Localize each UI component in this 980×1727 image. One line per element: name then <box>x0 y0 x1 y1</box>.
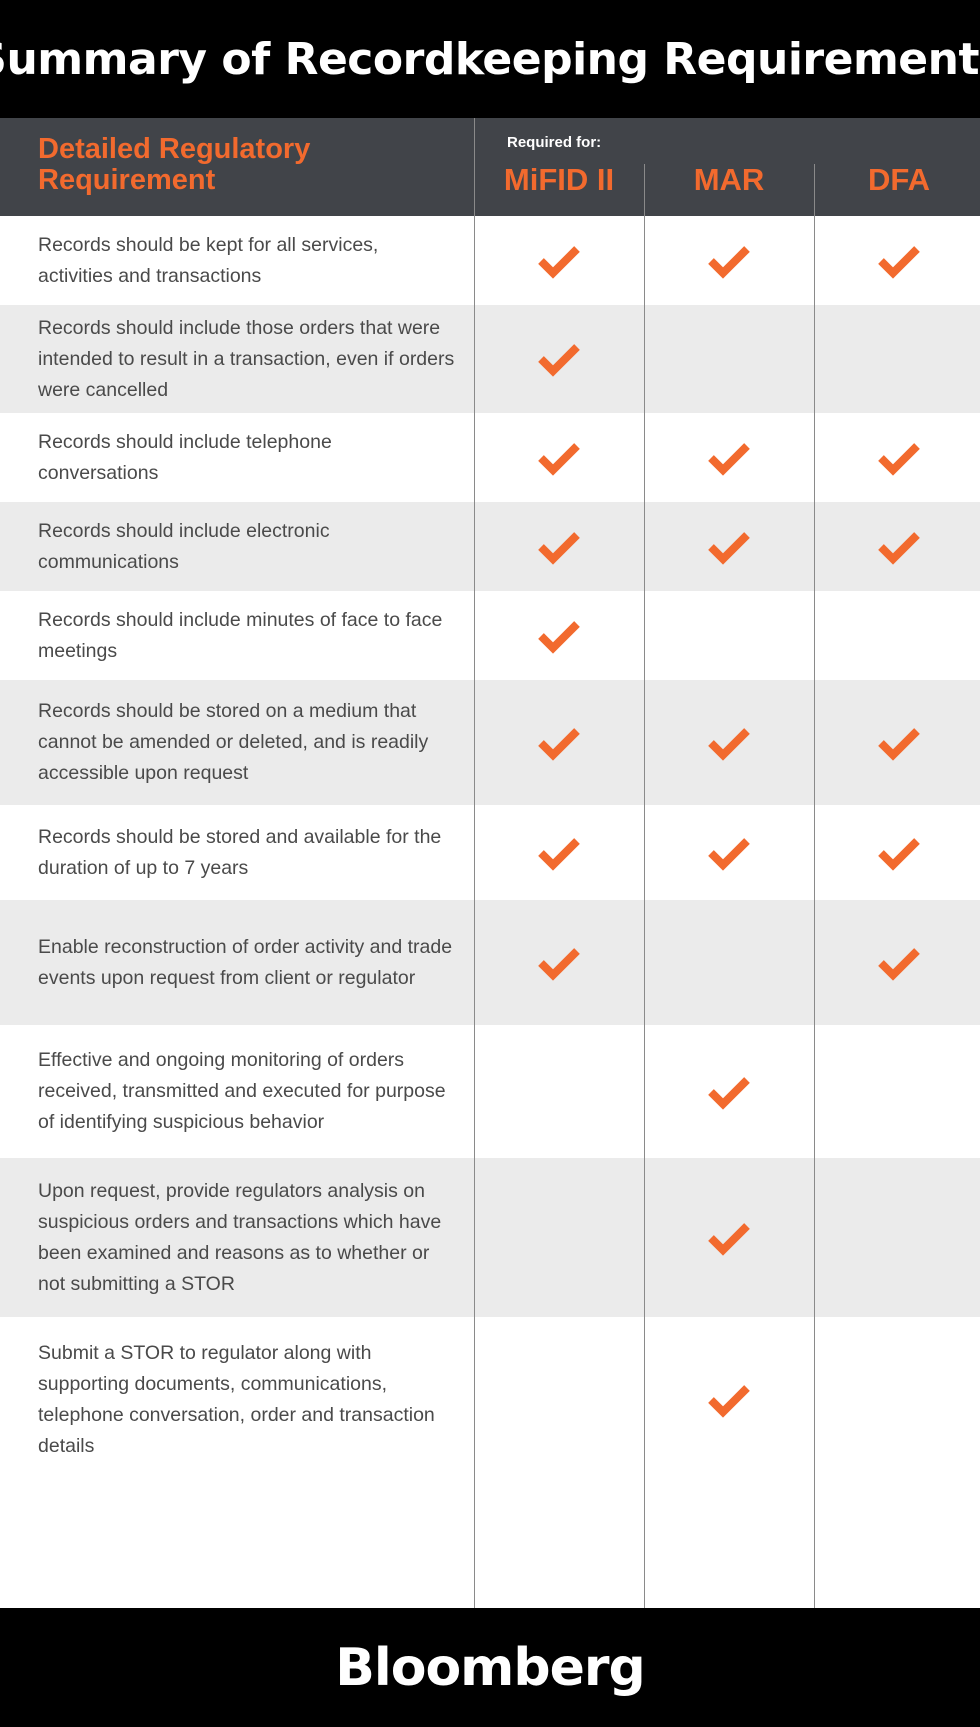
cell-mifid <box>474 502 644 591</box>
cell-dfa <box>814 413 980 502</box>
requirement-text: Records should be stored on a medium tha… <box>38 700 429 784</box>
requirement-text: Effective and ongoing monitoring of orde… <box>38 1049 446 1133</box>
requirement-text: Records should include those orders that… <box>38 316 455 401</box>
footer: Bloomberg <box>0 1608 980 1727</box>
checkmark-icon <box>538 245 580 279</box>
table-row: Records should include electronic commun… <box>0 502 980 591</box>
cell-mifid <box>474 1317 644 1482</box>
column-divider <box>644 164 645 1608</box>
table-row: Records should be stored and available f… <box>0 805 980 900</box>
table-header: Detailed Regulatory Requirement Required… <box>0 118 980 216</box>
cell-mar <box>644 413 814 502</box>
cell-mifid <box>474 591 644 680</box>
checkmark-icon <box>878 727 920 761</box>
requirements-table: Records should be kept for all services,… <box>0 216 980 1482</box>
checkmark-icon <box>878 837 920 871</box>
table-row: Records should be kept for all services,… <box>0 216 980 305</box>
requirement-text: Records should include minutes of face t… <box>38 608 443 662</box>
cell-mifid <box>474 413 644 502</box>
cell-mifid <box>474 805 644 900</box>
checkmark-icon <box>708 1384 750 1418</box>
table-row: Submit a STOR to regulator along with su… <box>0 1317 980 1482</box>
cell-dfa <box>814 1025 980 1158</box>
title-bar: Summary of Recordkeeping Requirements <box>0 0 980 118</box>
checkmark-icon <box>538 344 580 377</box>
checkmark-icon <box>708 1222 750 1256</box>
cell-dfa <box>814 591 980 680</box>
cell-mar <box>644 900 814 1025</box>
checkmark-icon <box>708 531 750 565</box>
requirement-text: Records should include telephone convers… <box>38 430 332 484</box>
cell-dfa <box>814 805 980 900</box>
cell-mifid <box>474 900 644 1025</box>
column-header-mifid: MiFID II <box>503 162 615 197</box>
column-header-dfa: DFA <box>868 162 930 197</box>
table-row: Effective and ongoing monitoring of orde… <box>0 1025 980 1158</box>
checkmark-icon <box>538 837 580 871</box>
cell-dfa <box>814 305 980 413</box>
cell-dfa <box>814 216 980 305</box>
cell-mar <box>644 1317 814 1482</box>
checkmark-icon <box>708 837 750 871</box>
checkmark-icon <box>538 620 580 654</box>
bloomberg-logo: Bloomberg <box>335 1637 645 1698</box>
cell-mar <box>644 1025 814 1158</box>
cell-mifid <box>474 680 644 805</box>
requirement-column-header: Detailed Regulatory Requirement <box>38 133 311 196</box>
checkmark-icon <box>538 947 580 981</box>
table-row: Records should be stored on a medium tha… <box>0 680 980 805</box>
checkmark-icon <box>708 727 750 761</box>
cell-mifid <box>474 1158 644 1317</box>
cell-dfa <box>814 502 980 591</box>
cell-dfa <box>814 680 980 805</box>
cell-mar <box>644 1158 814 1317</box>
cell-mifid <box>474 216 644 305</box>
table-row: Upon request, provide regulators analysi… <box>0 1158 980 1317</box>
column-divider <box>814 164 815 1608</box>
cell-mar <box>644 305 814 413</box>
table-row: Records should include minutes of face t… <box>0 591 980 680</box>
checkmark-icon <box>538 531 580 565</box>
requirement-text: Submit a STOR to regulator along with su… <box>38 1341 435 1457</box>
requirement-text: Records should be kept for all services,… <box>38 233 379 287</box>
checkmark-icon <box>878 442 920 476</box>
column-divider <box>474 118 475 1608</box>
requirement-text: Records should include electronic commun… <box>38 519 330 573</box>
required-for-label: Required for: <box>507 134 602 151</box>
requirement-text: Records should be stored and available f… <box>38 825 442 879</box>
page-title: Summary of Recordkeeping Requirements <box>0 33 980 85</box>
cell-dfa <box>814 900 980 1025</box>
requirement-text: Upon request, provide regulators analysi… <box>38 1179 442 1295</box>
checkmark-icon <box>538 442 580 476</box>
cell-mar <box>644 805 814 900</box>
cell-dfa <box>814 1158 980 1317</box>
table-row: Records should include those orders that… <box>0 305 980 413</box>
checkmark-icon <box>878 245 920 279</box>
requirement-text: Enable reconstruction of order activity … <box>38 935 453 989</box>
checkmark-icon <box>708 245 750 279</box>
table-row: Enable reconstruction of order activity … <box>0 900 980 1025</box>
checkmark-icon <box>538 727 580 761</box>
table-row: Records should include telephone convers… <box>0 413 980 502</box>
checkmark-icon <box>878 531 920 565</box>
cell-dfa <box>814 1317 980 1482</box>
cell-mifid <box>474 305 644 413</box>
cell-mifid <box>474 1025 644 1158</box>
checkmark-icon <box>708 1076 750 1110</box>
column-header-mar: MAR <box>693 162 765 197</box>
cell-mar <box>644 591 814 680</box>
cell-mar <box>644 216 814 305</box>
cell-mar <box>644 680 814 805</box>
cell-mar <box>644 502 814 591</box>
checkmark-icon <box>708 442 750 476</box>
checkmark-icon <box>878 947 920 981</box>
